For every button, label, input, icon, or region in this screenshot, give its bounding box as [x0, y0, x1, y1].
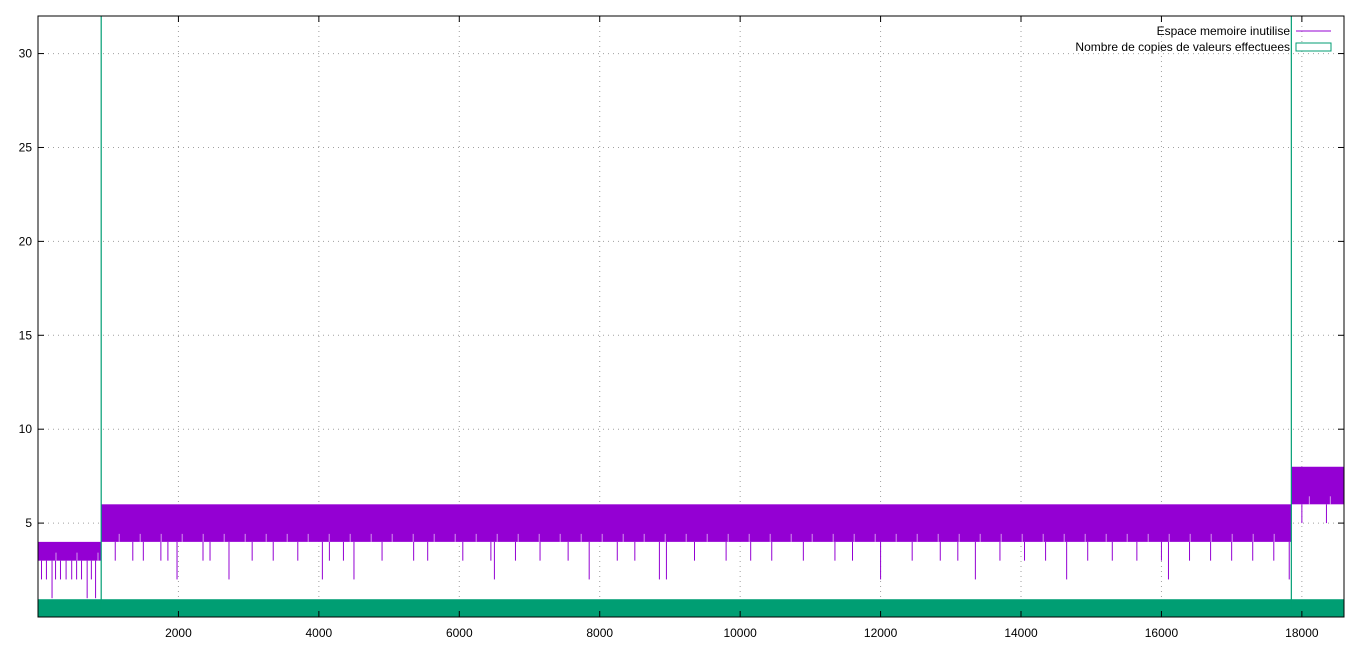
x-tick-label: 14000: [1004, 626, 1038, 640]
legend-label: Nombre de copies de valeurs effectuees: [1075, 40, 1290, 54]
y-tick-label: 30: [19, 47, 33, 61]
x-tick-label: 16000: [1145, 626, 1179, 640]
x-tick-label: 10000: [723, 626, 757, 640]
y-tick-label: 15: [19, 328, 33, 342]
series-baseline-bar: [38, 599, 1344, 617]
plot-border: [37, 15, 1345, 618]
x-tick-label: 8000: [586, 626, 613, 640]
x-tick-label: 4000: [306, 626, 333, 640]
y-tick-label: 25: [19, 140, 33, 154]
x-tick-label: 12000: [864, 626, 898, 640]
series-band-segment: [101, 504, 1292, 542]
y-tick-label: 10: [19, 422, 33, 436]
x-tick-label: 18000: [1285, 626, 1319, 640]
x-tick-label: 2000: [165, 626, 192, 640]
series-band-segment: [1291, 466, 1344, 505]
legend-label: Espace memoire inutilise: [1157, 24, 1291, 38]
y-tick-label: 5: [25, 516, 32, 530]
y-tick-label: 20: [19, 234, 33, 248]
legend-swatch-box: [1295, 42, 1332, 52]
series-band-segment: [38, 541, 102, 561]
x-tick-label: 6000: [446, 626, 473, 640]
